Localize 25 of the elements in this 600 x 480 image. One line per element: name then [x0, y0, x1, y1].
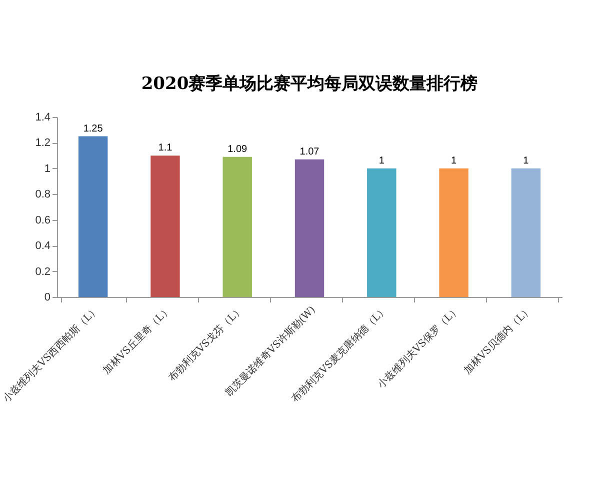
y-tick-label: 0.6 [35, 214, 50, 226]
bar [150, 156, 180, 297]
bar [222, 156, 252, 297]
bar [294, 159, 324, 297]
x-tick-label: 小兹维列夫VS西西帕斯（L） [0, 304, 102, 405]
data-label: 1.09 [228, 144, 248, 155]
y-tick-label: 1.2 [35, 137, 50, 150]
y-tick-label: 1 [44, 162, 50, 175]
data-label: 1.25 [83, 123, 104, 134]
y-tick-label: 0.2 [35, 266, 50, 278]
y-tick-label: 0.4 [35, 240, 50, 252]
data-label: 1.1 [158, 142, 173, 154]
data-label: 1 [451, 155, 458, 166]
data-label: 1 [523, 155, 530, 166]
y-tick-label: 1.4 [35, 112, 50, 124]
bar [367, 168, 396, 297]
chart-title: 2020赛季单场比赛平均每局双误数量排行榜 [141, 74, 478, 94]
bar [511, 168, 541, 297]
y-tick-label: 0.8 [35, 188, 50, 201]
x-tick-label: 加林VS贝德内（L） [462, 304, 534, 376]
data-label: 1 [378, 155, 385, 166]
bar [439, 168, 468, 297]
data-label: 1.07 [300, 146, 320, 158]
bar [78, 136, 108, 297]
y-tick-label: 0 [44, 292, 50, 304]
